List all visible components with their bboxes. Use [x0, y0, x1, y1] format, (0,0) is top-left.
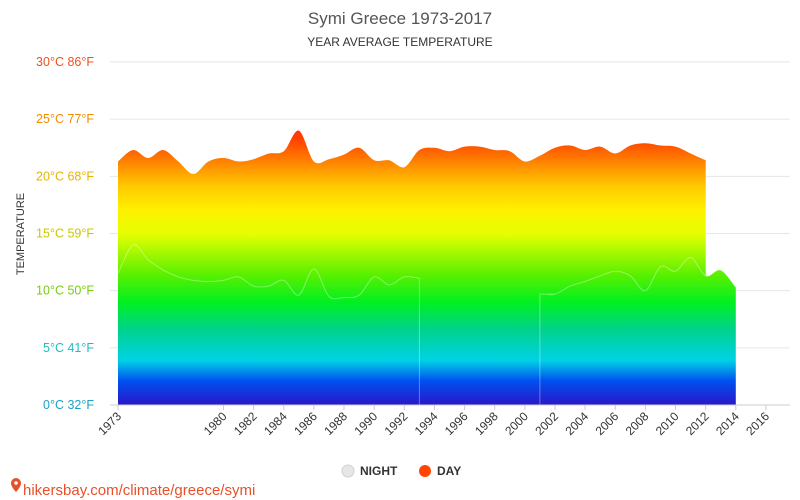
x-tick-label: 1990 — [351, 409, 380, 438]
x-tick-label: 1982 — [231, 409, 260, 438]
x-axis-tick-labels: 1973 1980 1982 1984 1986 1988 1990 1992 1994 1996… — [95, 405, 772, 438]
x-tick-label: 2016 — [743, 409, 772, 438]
y-tick-label: 30°C 86°F — [36, 55, 94, 69]
y-tick-label: 20°C 68°F — [36, 169, 94, 183]
x-tick-label: 2008 — [623, 409, 652, 438]
x-tick-label: 2002 — [532, 409, 561, 438]
x-tick-label: 2000 — [502, 409, 531, 438]
x-tick-label: 1984 — [261, 409, 290, 438]
x-tick-label: 1996 — [442, 409, 471, 438]
y-tick-label: 0°C 32°F — [43, 398, 94, 412]
x-tick-label: 2012 — [683, 409, 712, 438]
footer-text: hikersbay.com/climate/greece/symi — [23, 482, 255, 499]
x-tick-label: 1998 — [472, 409, 501, 438]
y-tick-label: 25°C 77°F — [36, 112, 94, 126]
footer-link[interactable]: hikersbay.com/climate/greece/symi — [11, 478, 255, 499]
x-tick-label: 2010 — [653, 409, 682, 438]
x-tick-label: 1992 — [382, 409, 411, 438]
x-tick-label: 1973 — [95, 409, 124, 438]
x-tick-label: 2014 — [713, 409, 742, 438]
area-series — [117, 130, 737, 406]
legend: NIGHT DAY — [341, 464, 461, 478]
x-tick-label: 2004 — [562, 409, 591, 438]
x-tick-label: 1986 — [291, 409, 320, 438]
y-axis-tick-labels: 0°C 32°F 5°C 41°F 10°C 50°F 15°C 59°F 20°C 6… — [36, 55, 94, 412]
y-tick-label: 10°C 50°F — [36, 284, 94, 298]
legend-label-night: NIGHT — [360, 464, 398, 478]
x-tick-label: 2006 — [593, 409, 622, 438]
chart-title: Symi Greece 1973-2017 — [308, 9, 492, 28]
legend-item-day[interactable]: DAY — [419, 464, 461, 478]
x-tick-label: 1980 — [201, 409, 230, 438]
chart-subtitle: YEAR AVERAGE TEMPERATURE — [307, 35, 492, 49]
night-area — [118, 244, 736, 405]
location-pin-dot — [14, 481, 18, 485]
location-pin-icon — [11, 478, 21, 492]
y-tick-label: 15°C 59°F — [36, 227, 94, 241]
y-axis-label: TEMPERATURE — [15, 193, 27, 275]
day-legend-marker — [419, 465, 431, 477]
x-tick-label: 1994 — [412, 409, 441, 438]
x-tick-label: 1988 — [321, 409, 350, 438]
legend-label-day: DAY — [437, 464, 461, 478]
y-tick-label: 5°C 41°F — [43, 341, 94, 355]
legend-item-night[interactable]: NIGHT — [341, 464, 398, 478]
night-legend-marker — [341, 464, 355, 478]
